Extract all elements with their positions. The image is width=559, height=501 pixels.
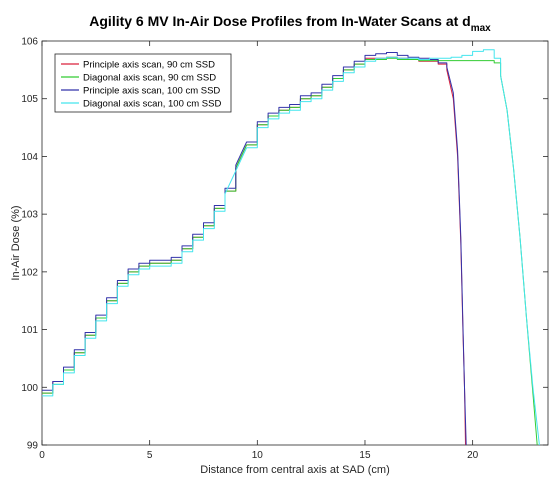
y-tick-label: 100 (21, 383, 38, 394)
legend-label: Diagonal axis scan, 90 cm SSD (83, 73, 216, 84)
chart-title-subscript: max (471, 23, 491, 34)
x-axis-label: Distance from central axis at SAD (cm) (200, 464, 390, 476)
tick-labels: 0 5 10 15 20 99 100 101 102 103 104 105 106 (21, 37, 478, 462)
y-tick-label: 106 (21, 37, 38, 48)
legend-label: Diagonal axis scan, 100 cm SSD (83, 99, 221, 110)
legend: Principle axis scan, 90 cm SSD Diagonal a… (54, 53, 232, 113)
svg-text:Agility 6 MV In-Air Dose Profi: Agility 6 MV In-Air Dose Profiles from I… (89, 13, 491, 34)
x-tick-label: 5 (147, 450, 153, 461)
axes (41, 40, 548, 446)
x-tick-label: 10 (252, 450, 264, 461)
legend-label: Principle axis scan, 90 cm SSD (83, 60, 215, 71)
y-tick-label: 105 (21, 94, 38, 105)
y-tick-label: 102 (21, 267, 38, 278)
y-tick-label: 104 (21, 152, 38, 163)
legend-box (54, 53, 232, 113)
chart-title-main: Agility 6 MV In-Air Dose Profiles from I… (89, 13, 470, 29)
series-line-4 (42, 49, 540, 446)
y-tick-label: 103 (21, 210, 38, 221)
y-tick-label: 101 (21, 325, 38, 336)
x-tick-label: 15 (359, 450, 371, 461)
x-tick-label: 0 (39, 450, 45, 461)
x-tick-label: 20 (467, 450, 479, 461)
legend-label: Principle axis scan, 100 cm SSD (83, 86, 220, 97)
series-lines (42, 49, 540, 446)
y-axis-label: In-Air Dose (%) (10, 205, 22, 280)
chart-title: Agility 6 MV In-Air Dose Profiles from I… (89, 13, 491, 34)
legend-items: Principle axis scan, 90 cm SSD Diagonal a… (61, 60, 221, 110)
y-tick-label: 99 (27, 441, 39, 452)
